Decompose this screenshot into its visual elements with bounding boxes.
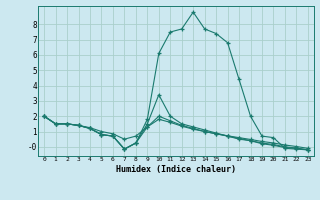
X-axis label: Humidex (Indice chaleur): Humidex (Indice chaleur) bbox=[116, 165, 236, 174]
